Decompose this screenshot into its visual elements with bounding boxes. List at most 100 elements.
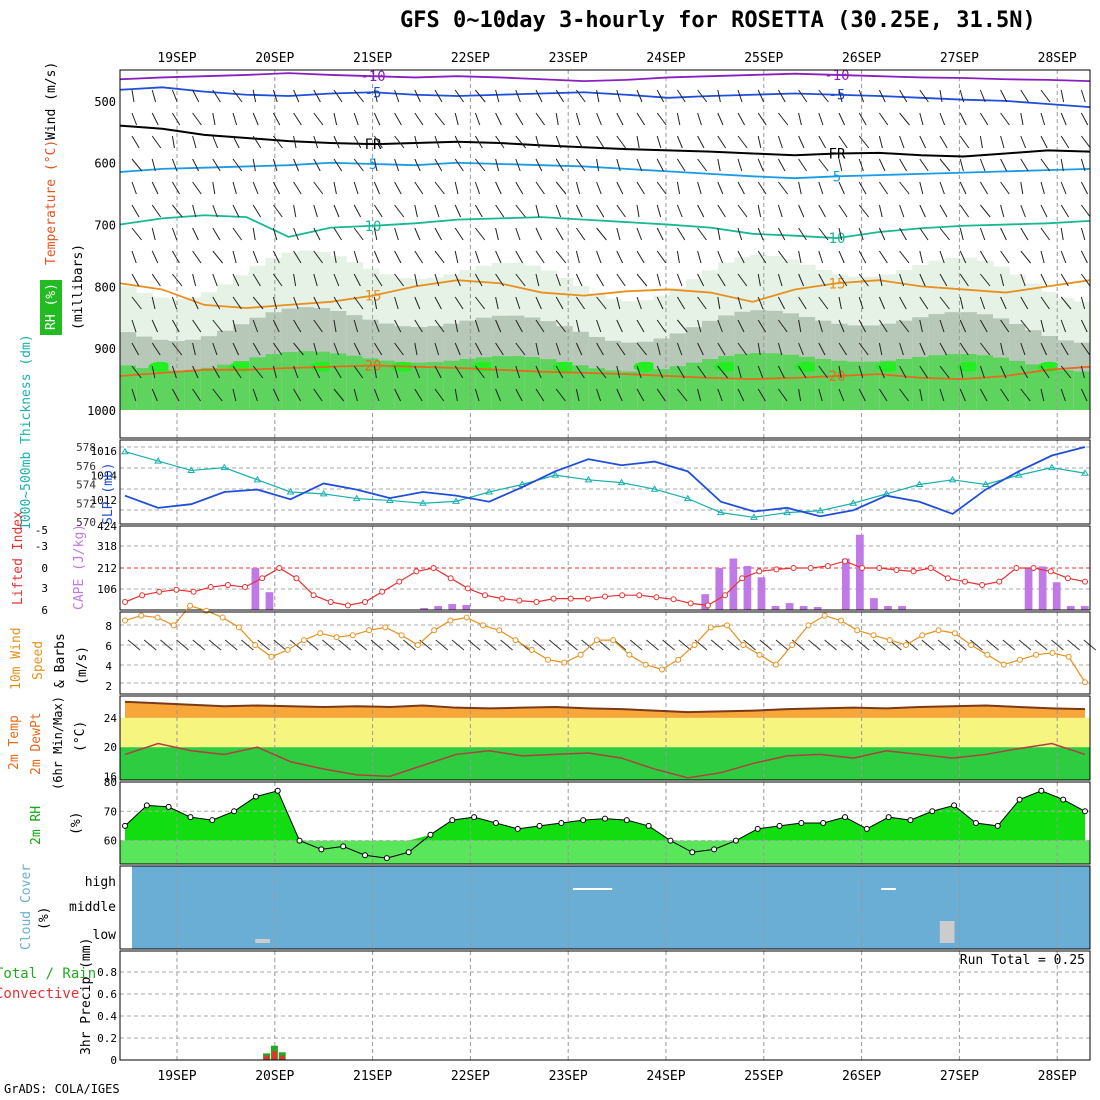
wind-barb bbox=[272, 273, 283, 287]
wind-barb bbox=[535, 388, 545, 402]
rh-line-point bbox=[252, 793, 259, 800]
surface-wind-barb bbox=[986, 639, 999, 651]
lifted-index-line-point bbox=[1013, 565, 1020, 571]
wind-barb bbox=[697, 319, 702, 333]
wind-barb bbox=[1020, 319, 1031, 333]
y-tick-temp: 24 bbox=[104, 712, 118, 725]
wind-barb bbox=[979, 365, 985, 379]
wind-barb bbox=[1040, 158, 1051, 172]
thickness-line-point bbox=[452, 497, 460, 504]
wind-barb bbox=[676, 342, 683, 356]
thickness-line-point bbox=[286, 488, 295, 495]
wind-barb bbox=[737, 250, 745, 264]
wind-barb bbox=[454, 227, 464, 241]
wind-barb bbox=[656, 227, 664, 241]
y-tick-pressure: 700 bbox=[94, 219, 116, 233]
y-tick-thickness: 572 bbox=[76, 497, 96, 510]
surface-wind-barb bbox=[759, 639, 773, 651]
below-surface bbox=[120, 410, 1090, 438]
wind-barb bbox=[737, 273, 748, 287]
rh-line-point bbox=[623, 817, 630, 824]
rh-line-point bbox=[492, 820, 499, 826]
wind-barb bbox=[798, 250, 802, 264]
wind-barb bbox=[313, 250, 324, 264]
rh-line-point bbox=[602, 815, 608, 822]
rh-legend-box bbox=[40, 280, 62, 335]
rh-band-green bbox=[1057, 370, 1075, 410]
wind-barb bbox=[798, 227, 807, 241]
lifted-index-line-point bbox=[739, 575, 746, 582]
wind-barb bbox=[555, 158, 564, 172]
wind-barb bbox=[575, 227, 586, 241]
wind-barb bbox=[575, 158, 586, 172]
wind-speed-line-point bbox=[772, 661, 779, 668]
lifted-index-line-point bbox=[619, 592, 626, 599]
ylabel-temp-2: 2m DewPt bbox=[29, 712, 44, 775]
wind-barb bbox=[454, 296, 464, 310]
rh-line-point bbox=[165, 803, 172, 810]
lifted-index-line-point bbox=[293, 575, 300, 582]
wind-barb bbox=[818, 181, 824, 195]
wind-barb bbox=[293, 204, 297, 218]
y-tick-pressure: 500 bbox=[94, 95, 116, 109]
wind-barb bbox=[1040, 342, 1048, 356]
wind-barb bbox=[959, 158, 964, 172]
wind-barb bbox=[171, 319, 180, 333]
y-tick-wind: 2 bbox=[105, 680, 112, 693]
surface-wind-barb bbox=[597, 639, 611, 651]
wind-barb bbox=[495, 112, 502, 126]
rh-line-point bbox=[1060, 796, 1067, 803]
wind-barb bbox=[838, 388, 845, 402]
wind-barb bbox=[677, 388, 688, 402]
wind-barb bbox=[858, 342, 869, 356]
wind-barb bbox=[636, 112, 646, 126]
lifted-index-line-point bbox=[327, 599, 334, 605]
wind-barb bbox=[272, 135, 283, 149]
wind-barb bbox=[252, 227, 256, 241]
wind-barb bbox=[1040, 273, 1048, 287]
wind-barb bbox=[1040, 296, 1050, 310]
surface-wind-barb bbox=[305, 639, 319, 651]
wind-barb bbox=[272, 158, 278, 172]
wind-barb bbox=[474, 135, 483, 149]
wind-barb bbox=[293, 319, 302, 333]
surface-wind-barb bbox=[322, 639, 335, 651]
y-tick-rh: 80 bbox=[104, 776, 117, 789]
lifted-index-line-point bbox=[242, 584, 248, 591]
wind-barb bbox=[575, 342, 583, 356]
rh-line-point bbox=[122, 822, 128, 829]
wind-barb bbox=[535, 181, 545, 195]
y-tick-lifted: 0 bbox=[41, 562, 48, 575]
isotherm-label: 15 bbox=[829, 276, 846, 292]
wind-barb bbox=[575, 112, 581, 126]
wind-barb bbox=[1080, 273, 1091, 287]
rh-line-point bbox=[907, 817, 914, 824]
cloud-background bbox=[132, 866, 1090, 949]
surface-wind-barb bbox=[241, 639, 254, 651]
wind-barb bbox=[555, 273, 561, 287]
wind-barb bbox=[373, 388, 380, 402]
wind-barb bbox=[171, 365, 177, 379]
rh-line-point bbox=[951, 802, 958, 809]
wind-barb bbox=[353, 204, 362, 218]
wind-barb bbox=[980, 273, 991, 287]
wind-barb bbox=[1000, 227, 1007, 241]
wind-speed-line-point bbox=[252, 642, 259, 648]
wind-barb bbox=[757, 158, 764, 172]
cape-bar bbox=[1052, 582, 1061, 610]
wind-barb bbox=[434, 158, 443, 172]
wind-barb bbox=[373, 273, 383, 287]
wind-barb bbox=[454, 273, 461, 287]
lifted-index-line-point bbox=[1064, 575, 1071, 582]
wind-speed-line-point bbox=[333, 634, 340, 641]
wind-barb bbox=[131, 388, 137, 402]
wind-barb bbox=[1020, 365, 1029, 379]
wind-barb bbox=[475, 158, 486, 172]
wind-barb bbox=[737, 388, 745, 402]
wind-barb bbox=[899, 89, 908, 103]
wind-barb bbox=[899, 273, 905, 287]
wind-barb bbox=[171, 135, 175, 149]
wind-barb bbox=[475, 89, 486, 103]
surface-wind-barb bbox=[872, 639, 886, 651]
wind-barb bbox=[252, 342, 261, 356]
